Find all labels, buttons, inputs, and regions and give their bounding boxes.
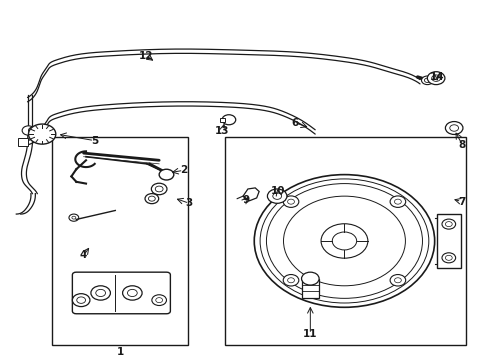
Text: 5: 5 (90, 136, 98, 145)
Text: 1: 1 (116, 347, 123, 357)
Text: 6: 6 (290, 118, 298, 128)
Bar (301, 279, 319, 298)
Circle shape (389, 196, 405, 207)
Text: 12: 12 (139, 50, 153, 60)
Circle shape (283, 275, 298, 286)
Bar (224, 137, 466, 345)
Circle shape (222, 115, 235, 125)
Text: 11: 11 (303, 329, 317, 339)
Circle shape (145, 194, 158, 204)
Text: 14: 14 (429, 72, 444, 82)
Text: P: P (99, 280, 102, 285)
Text: 10: 10 (270, 186, 285, 196)
Circle shape (91, 286, 110, 300)
Text: 9: 9 (242, 195, 249, 205)
Text: 7: 7 (457, 197, 464, 207)
Polygon shape (243, 188, 259, 201)
Bar (436, 214, 460, 268)
Bar (52, 137, 188, 345)
Circle shape (28, 127, 38, 134)
Circle shape (159, 169, 173, 180)
Bar (18, 138, 28, 145)
FancyBboxPatch shape (72, 272, 170, 314)
Circle shape (445, 122, 462, 134)
Circle shape (151, 183, 166, 195)
Circle shape (72, 294, 90, 307)
Circle shape (152, 295, 166, 306)
Circle shape (441, 219, 455, 229)
Text: 3: 3 (185, 198, 193, 208)
Circle shape (441, 253, 455, 263)
Text: 13: 13 (215, 126, 229, 135)
Circle shape (267, 189, 286, 203)
Text: 4: 4 (80, 250, 87, 260)
Text: 8: 8 (458, 140, 465, 150)
Circle shape (389, 275, 405, 286)
Circle shape (321, 224, 367, 258)
Circle shape (122, 286, 142, 300)
Circle shape (331, 232, 356, 250)
Bar (220, 118, 224, 122)
Circle shape (421, 76, 432, 85)
Circle shape (28, 124, 56, 144)
Circle shape (22, 126, 35, 135)
Circle shape (301, 272, 319, 285)
Circle shape (427, 72, 444, 85)
Text: 2: 2 (180, 165, 187, 175)
Circle shape (283, 196, 298, 207)
Text: D: D (130, 280, 135, 285)
